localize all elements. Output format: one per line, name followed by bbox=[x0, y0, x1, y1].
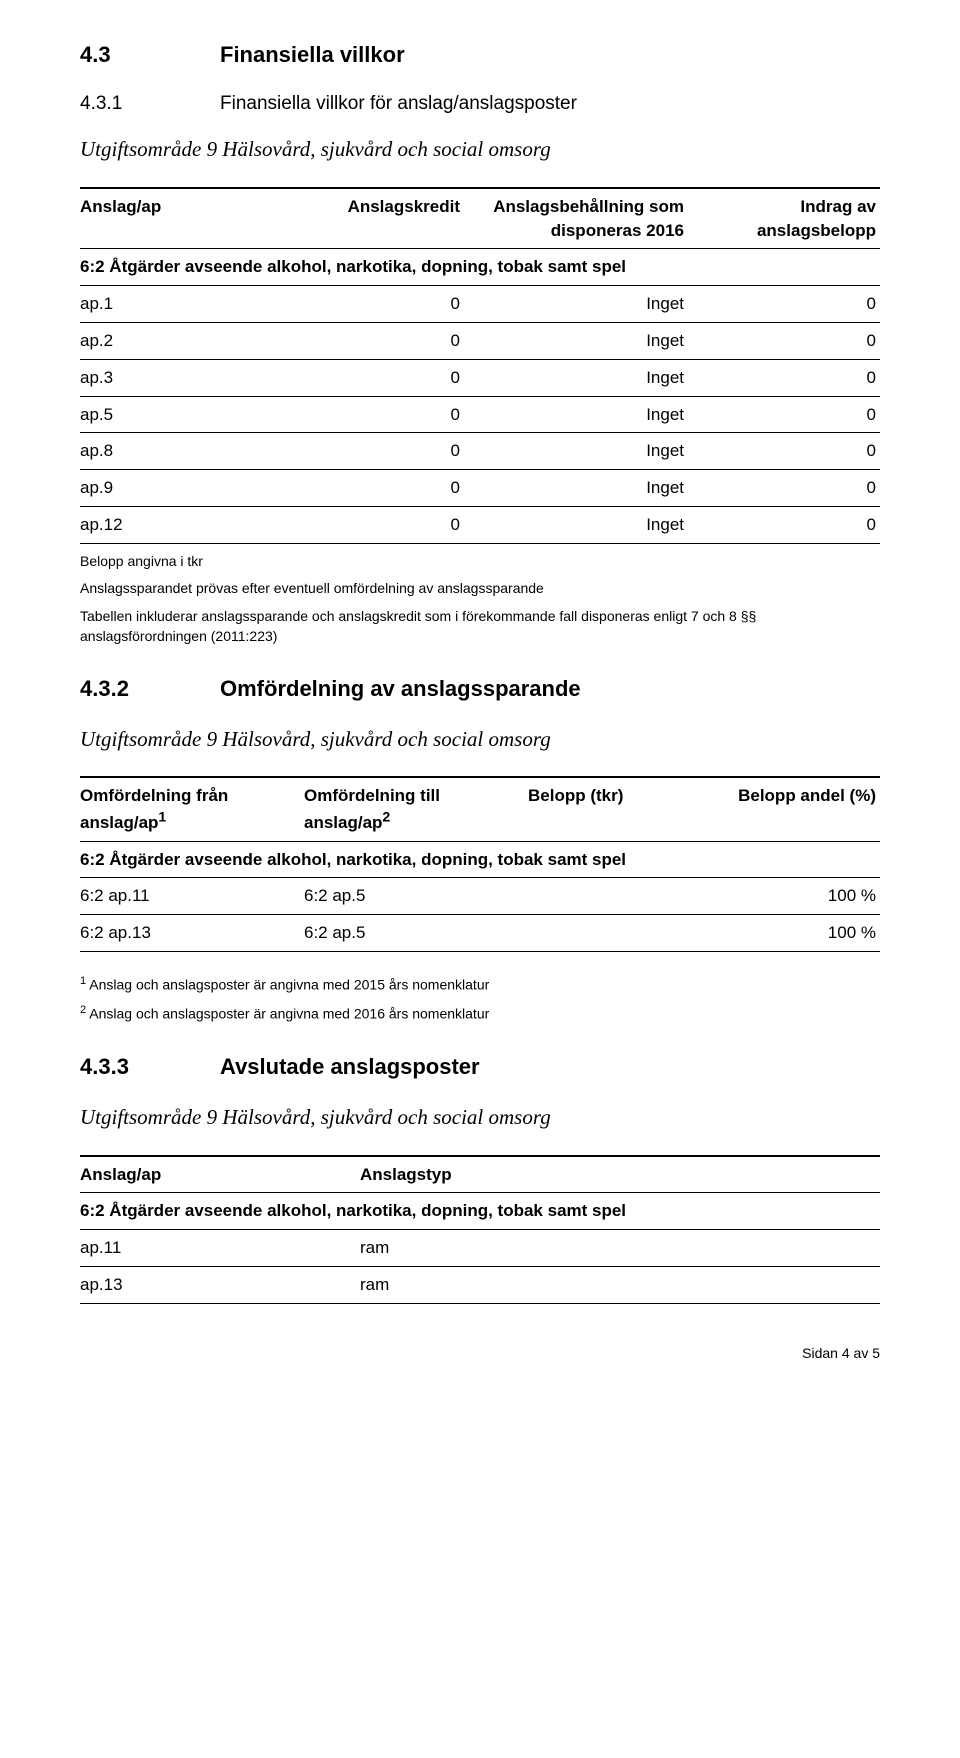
utgiftsomrade-1: Utgiftsområde 9 Hälsovård, sjukvård och … bbox=[80, 135, 880, 164]
cell: 100 % bbox=[704, 915, 880, 952]
cell bbox=[528, 915, 704, 952]
col-anslagskredit: Anslagskredit bbox=[272, 188, 464, 249]
cell: 0 bbox=[272, 396, 464, 433]
table-row: ap.1 0 Inget 0 bbox=[80, 286, 880, 323]
table-row: 6:2 Åtgärder avseende alkohol, narkotika… bbox=[80, 1193, 880, 1230]
cell: Inget bbox=[464, 322, 688, 359]
page-number: Sidan 4 av 5 bbox=[80, 1344, 880, 1364]
col-anslag-ap: Anslag/ap bbox=[80, 188, 272, 249]
cell: Inget bbox=[464, 286, 688, 323]
table-row: 6:2 ap.13 6:2 ap.5 100 % bbox=[80, 915, 880, 952]
cell: 0 bbox=[272, 433, 464, 470]
page-container: 4.3 Finansiella villkor 4.3.1 Finansiell… bbox=[0, 0, 960, 1393]
heading-4-3-title: Finansiella villkor bbox=[220, 40, 405, 71]
cell: Inget bbox=[464, 396, 688, 433]
heading-4-3-2: 4.3.2 Omfördelning av anslagssparande bbox=[80, 674, 880, 705]
cell bbox=[528, 878, 704, 915]
t1-footnote-2: Anslagssparandet prövas efter eventuell … bbox=[80, 579, 880, 599]
t1-footnote-1: Belopp angivna i tkr bbox=[80, 552, 880, 572]
cell: 6:2 ap.5 bbox=[304, 878, 528, 915]
cell: 6:2 ap.11 bbox=[80, 878, 304, 915]
cell: ap.5 bbox=[80, 396, 272, 433]
table-row: ap.3 0 Inget 0 bbox=[80, 359, 880, 396]
table-row: ap.13 ram bbox=[80, 1267, 880, 1304]
col-omfordelning-till-line2: anslag/ap2 bbox=[304, 813, 390, 832]
utgiftsomrade-2: Utgiftsområde 9 Hälsovård, sjukvård och … bbox=[80, 725, 880, 754]
heading-4-3-2-number: 4.3.2 bbox=[80, 674, 220, 705]
col-omfordelning-till: Omfördelning till anslag/ap2 bbox=[304, 777, 528, 841]
cell: 0 bbox=[272, 506, 464, 543]
t1-footnote-3: Tabellen inkluderar anslagssparande och … bbox=[80, 607, 880, 646]
col-indrag: Indrag av anslagsbelopp bbox=[688, 188, 880, 249]
cell: ap.8 bbox=[80, 433, 272, 470]
col-belopp-andel: Belopp andel (%) bbox=[704, 777, 880, 841]
cell: ap.2 bbox=[80, 322, 272, 359]
cell: 0 bbox=[688, 322, 880, 359]
cell: Inget bbox=[464, 433, 688, 470]
t2-footnote-2: 2 Anslag och anslagsposter är angivna me… bbox=[80, 1003, 880, 1024]
cell: ap.13 bbox=[80, 1267, 360, 1304]
col-omfordelning-fran-line1: Omfördelning från bbox=[80, 786, 228, 805]
col-omfordelning-till-line1: Omfördelning till bbox=[304, 786, 440, 805]
col-belopp-tkr: Belopp (tkr) bbox=[528, 777, 704, 841]
heading-4-3-2-title: Omfördelning av anslagssparande bbox=[220, 674, 581, 705]
cell: 0 bbox=[272, 470, 464, 507]
cell: 0 bbox=[688, 470, 880, 507]
cell: 0 bbox=[688, 396, 880, 433]
col-anslagsbehallning: Anslagsbehållning som disponeras 2016 bbox=[464, 188, 688, 249]
col-omfordelning-fran-line2: anslag/ap1 bbox=[80, 813, 166, 832]
cell: Inget bbox=[464, 470, 688, 507]
span-6-2: 6:2 Åtgärder avseende alkohol, narkotika… bbox=[80, 1193, 880, 1230]
cell: 0 bbox=[272, 286, 464, 323]
heading-4-3-1-title: Finansiella villkor för anslag/anslagspo… bbox=[220, 91, 577, 118]
cell: Inget bbox=[464, 506, 688, 543]
cell: ap.11 bbox=[80, 1230, 360, 1267]
heading-4-3-1-number: 4.3.1 bbox=[80, 91, 220, 118]
heading-4-3-3-number: 4.3.3 bbox=[80, 1052, 220, 1083]
cell: ap.9 bbox=[80, 470, 272, 507]
table-row: Anslag/ap Anslagstyp bbox=[80, 1156, 880, 1193]
cell: 0 bbox=[688, 286, 880, 323]
table-row: ap.9 0 Inget 0 bbox=[80, 470, 880, 507]
span-6-2: 6:2 Åtgärder avseende alkohol, narkotika… bbox=[80, 249, 880, 286]
col-anslagstyp: Anslagstyp bbox=[360, 1156, 880, 1193]
cell: 100 % bbox=[704, 878, 880, 915]
heading-4-3-number: 4.3 bbox=[80, 40, 220, 71]
cell: 6:2 ap.13 bbox=[80, 915, 304, 952]
table-row: Anslag/ap Anslagskredit Anslagsbehållnin… bbox=[80, 188, 880, 249]
table-row: 6:2 Åtgärder avseende alkohol, narkotika… bbox=[80, 841, 880, 878]
cell: 0 bbox=[272, 359, 464, 396]
cell: ram bbox=[360, 1267, 880, 1304]
span-6-2: 6:2 Åtgärder avseende alkohol, narkotika… bbox=[80, 841, 880, 878]
cell: 0 bbox=[688, 359, 880, 396]
heading-4-3: 4.3 Finansiella villkor bbox=[80, 40, 880, 71]
cell: ap.12 bbox=[80, 506, 272, 543]
table-row: 6:2 Åtgärder avseende alkohol, narkotika… bbox=[80, 249, 880, 286]
cell: 0 bbox=[688, 506, 880, 543]
col-omfordelning-fran: Omfördelning från anslag/ap1 bbox=[80, 777, 304, 841]
t2-footnote-1: 1 Anslag och anslagsposter är angivna me… bbox=[80, 974, 880, 995]
table-avslutade: Anslag/ap Anslagstyp 6:2 Åtgärder avseen… bbox=[80, 1155, 880, 1304]
cell: 0 bbox=[272, 322, 464, 359]
cell: ram bbox=[360, 1230, 880, 1267]
table-finansiella-villkor: Anslag/ap Anslagskredit Anslagsbehållnin… bbox=[80, 187, 880, 544]
cell: 0 bbox=[688, 433, 880, 470]
table-row: ap.8 0 Inget 0 bbox=[80, 433, 880, 470]
cell: ap.1 bbox=[80, 286, 272, 323]
table-row: ap.2 0 Inget 0 bbox=[80, 322, 880, 359]
cell: Inget bbox=[464, 359, 688, 396]
utgiftsomrade-3: Utgiftsområde 9 Hälsovård, sjukvård och … bbox=[80, 1103, 880, 1132]
heading-4-3-3-title: Avslutade anslagsposter bbox=[220, 1052, 480, 1083]
table-row: ap.5 0 Inget 0 bbox=[80, 396, 880, 433]
heading-4-3-3: 4.3.3 Avslutade anslagsposter bbox=[80, 1052, 880, 1083]
table-row: ap.12 0 Inget 0 bbox=[80, 506, 880, 543]
table-row: 6:2 ap.11 6:2 ap.5 100 % bbox=[80, 878, 880, 915]
table-row: ap.11 ram bbox=[80, 1230, 880, 1267]
cell: ap.3 bbox=[80, 359, 272, 396]
table-omfordelning: Omfördelning från anslag/ap1 Omfördelnin… bbox=[80, 776, 880, 952]
table-row: Omfördelning från anslag/ap1 Omfördelnin… bbox=[80, 777, 880, 841]
col-anslag-ap: Anslag/ap bbox=[80, 1156, 360, 1193]
heading-4-3-1: 4.3.1 Finansiella villkor för anslag/ans… bbox=[80, 91, 880, 118]
cell: 6:2 ap.5 bbox=[304, 915, 528, 952]
